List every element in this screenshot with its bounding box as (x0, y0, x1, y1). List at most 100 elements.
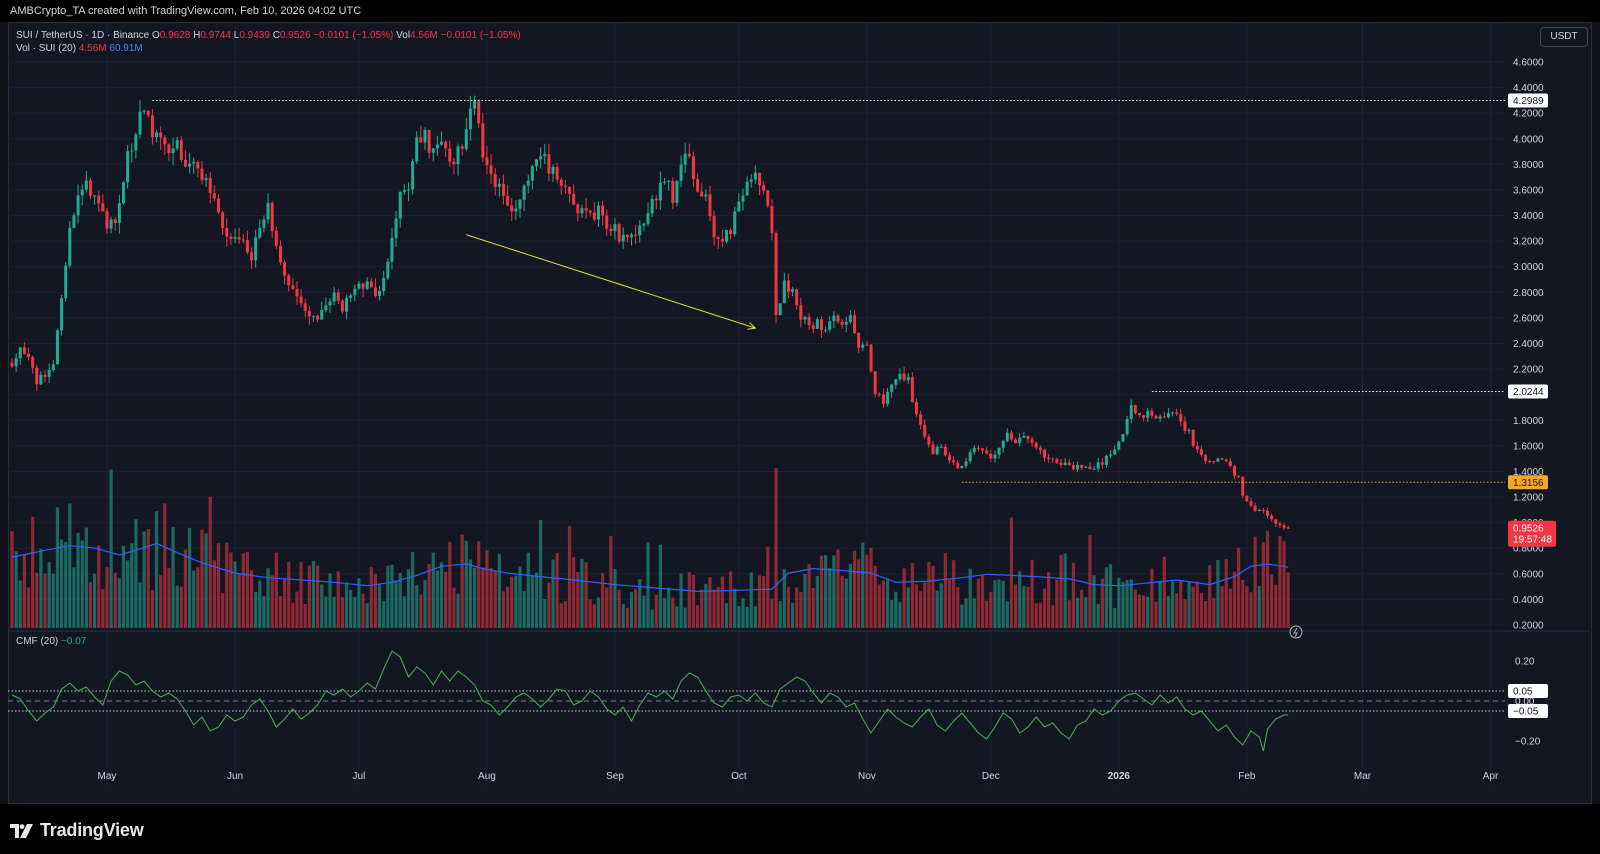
candle (150, 109, 154, 145)
volume-bar (580, 558, 584, 628)
level-badge-1: 2.0244 (1508, 384, 1548, 399)
candle (163, 135, 167, 155)
candle-body (497, 183, 501, 187)
candle-body (1224, 459, 1228, 462)
volume-bar (179, 586, 183, 628)
volume-bar (646, 542, 650, 628)
candle (506, 185, 510, 207)
candle (468, 95, 472, 141)
candle-body (159, 132, 163, 138)
volume-bar (287, 561, 291, 628)
candle (617, 222, 621, 245)
candle-body (654, 198, 658, 201)
candle (981, 447, 985, 455)
candle (258, 219, 262, 240)
candle-body (1270, 515, 1274, 520)
candle (1249, 497, 1253, 508)
volume-bar (225, 542, 229, 628)
cmf-level-badge-1: −0.05 (1508, 704, 1548, 718)
volume-bar (274, 552, 278, 628)
volume-bar (720, 576, 724, 628)
candle (357, 280, 361, 290)
grid-lines (8, 24, 1590, 786)
legend-high: 0.9744 (200, 30, 231, 41)
volume-bar (258, 580, 262, 628)
candle-body (919, 414, 923, 425)
candle (559, 177, 563, 195)
candle-body (183, 159, 187, 167)
candle (1034, 441, 1038, 451)
candle-body (782, 280, 786, 304)
volume-bar (848, 563, 852, 628)
candle (60, 294, 64, 336)
time-tick-label: Nov (858, 771, 876, 782)
volume-bar (1278, 536, 1282, 628)
candle (989, 449, 993, 463)
replay-icon[interactable] (1289, 625, 1303, 639)
candle (642, 222, 646, 232)
candle (1253, 502, 1257, 513)
cmf-legend: CMF (20) −0.07 (16, 636, 86, 647)
candle-body (910, 377, 914, 403)
price-tick-label: 0.8000 (1513, 544, 1544, 555)
volume-bar (1154, 601, 1158, 628)
candle-body (138, 111, 142, 135)
volume-bar (146, 529, 150, 628)
candle (332, 286, 336, 306)
candle-body (130, 150, 134, 152)
volume-bar (427, 564, 431, 628)
candle-body (274, 231, 278, 246)
volume-bar (150, 590, 155, 628)
tradingview-logo[interactable]: TradingView (10, 820, 144, 841)
candle (1096, 457, 1100, 473)
volume-bar (489, 568, 493, 628)
candle-body (580, 208, 584, 214)
currency-button[interactable]: USDT (1540, 27, 1588, 47)
candle (126, 144, 130, 189)
volume-bar (1092, 575, 1096, 628)
volume-bar (456, 593, 460, 628)
volume-bar (477, 541, 481, 628)
candle-body (18, 347, 22, 359)
candle (200, 160, 204, 185)
volume-bar (1265, 530, 1270, 628)
candle (35, 364, 39, 391)
candle (696, 173, 700, 193)
volume-bar (26, 587, 31, 628)
candle (460, 143, 464, 156)
candle-body (997, 447, 1001, 455)
volume-bar (952, 560, 956, 628)
candle-body (1137, 412, 1141, 416)
candle-body (291, 285, 295, 289)
candle (601, 200, 605, 226)
candle (444, 140, 448, 157)
legend-change: −0.0101 (−1.05%) (313, 30, 394, 41)
candle-body (93, 195, 97, 197)
volume-bar (844, 578, 848, 628)
candle-body (14, 358, 18, 367)
candle (720, 229, 724, 248)
candle-body (807, 316, 811, 326)
candle (485, 146, 489, 175)
price-axis[interactable]: 4.6000 4.4000 4.2000 4.0000 3.8000 3.6000 3.40… (1289, 58, 1556, 748)
candle (225, 218, 229, 247)
candle (985, 447, 989, 455)
candle-body (712, 216, 716, 238)
volume-bar (51, 573, 55, 628)
candle-body (704, 194, 708, 197)
candle-body (464, 129, 468, 150)
chart-frame[interactable] (8, 22, 1592, 804)
candle-body (720, 239, 724, 242)
volume-bar (72, 567, 76, 628)
time-axis[interactable]: May Jun Jul Aug Sep Oct Nov Dec 2026 Feb Mar Apr (98, 771, 1499, 782)
volume-bar (567, 526, 572, 628)
volume-bar (671, 597, 675, 628)
candle-body (1014, 439, 1018, 444)
volume-bar (142, 531, 146, 628)
candle-body (1208, 461, 1212, 463)
price-tick-label: 1.4000 (1513, 467, 1544, 478)
volume-bar (762, 576, 766, 628)
candle (477, 99, 481, 129)
volume-bar (328, 573, 332, 628)
